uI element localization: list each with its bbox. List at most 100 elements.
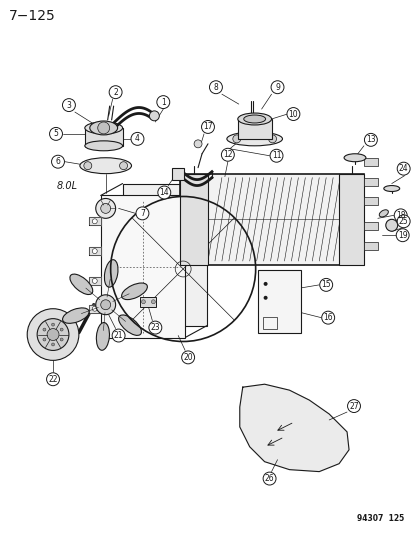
Circle shape [221, 148, 234, 161]
Circle shape [269, 149, 282, 162]
Circle shape [62, 99, 75, 111]
Ellipse shape [62, 308, 89, 324]
Circle shape [141, 300, 145, 304]
Ellipse shape [343, 154, 365, 161]
Circle shape [181, 351, 194, 364]
Circle shape [112, 329, 125, 342]
FancyBboxPatch shape [172, 168, 184, 180]
Text: 22: 22 [48, 375, 58, 384]
Text: 14: 14 [159, 188, 169, 197]
Circle shape [194, 140, 202, 148]
Circle shape [393, 209, 406, 222]
Circle shape [60, 338, 63, 341]
Text: 11: 11 [271, 151, 280, 160]
Circle shape [268, 135, 276, 143]
Polygon shape [88, 247, 100, 255]
Polygon shape [88, 277, 100, 285]
Text: 8.0L: 8.0L [57, 181, 78, 190]
Text: 13: 13 [365, 135, 375, 144]
Text: 3: 3 [66, 101, 71, 110]
FancyBboxPatch shape [257, 270, 301, 333]
Ellipse shape [85, 141, 122, 151]
Circle shape [27, 309, 78, 360]
Text: 18: 18 [395, 211, 404, 220]
Circle shape [201, 120, 214, 133]
Circle shape [149, 111, 159, 121]
Circle shape [131, 132, 144, 146]
Ellipse shape [90, 121, 117, 135]
Circle shape [43, 328, 46, 331]
Text: 7−125: 7−125 [9, 9, 56, 23]
FancyBboxPatch shape [180, 174, 207, 265]
Circle shape [157, 186, 170, 199]
Ellipse shape [80, 158, 131, 174]
Circle shape [43, 338, 46, 341]
Ellipse shape [85, 122, 122, 134]
Circle shape [52, 155, 64, 168]
Text: 6: 6 [55, 157, 60, 166]
Text: 26: 26 [264, 474, 274, 483]
Ellipse shape [383, 185, 399, 191]
Circle shape [95, 295, 115, 314]
Text: 21: 21 [114, 331, 123, 340]
Circle shape [395, 229, 408, 241]
Text: 27: 27 [348, 401, 358, 410]
Ellipse shape [118, 315, 141, 335]
Text: 9: 9 [274, 83, 279, 92]
Text: 20: 20 [183, 353, 192, 362]
FancyBboxPatch shape [363, 158, 377, 166]
Ellipse shape [378, 210, 387, 217]
Text: T: T [263, 278, 269, 287]
Text: 1: 1 [161, 98, 165, 107]
Ellipse shape [104, 260, 118, 287]
Circle shape [97, 122, 109, 134]
Circle shape [321, 311, 334, 324]
Circle shape [157, 95, 169, 109]
Text: 8: 8 [213, 83, 218, 92]
Circle shape [95, 198, 115, 219]
Circle shape [363, 133, 376, 147]
Text: 23: 23 [150, 323, 160, 332]
Circle shape [232, 135, 240, 143]
FancyBboxPatch shape [338, 174, 363, 265]
FancyBboxPatch shape [363, 222, 377, 230]
Circle shape [347, 400, 360, 413]
Circle shape [47, 373, 59, 386]
Circle shape [151, 300, 155, 304]
FancyBboxPatch shape [363, 242, 377, 250]
Circle shape [119, 161, 127, 169]
Circle shape [83, 161, 92, 169]
Circle shape [286, 108, 299, 120]
Polygon shape [88, 305, 100, 313]
Circle shape [263, 472, 275, 485]
Polygon shape [88, 217, 100, 225]
Text: 17: 17 [203, 123, 212, 132]
FancyBboxPatch shape [100, 196, 185, 337]
Circle shape [149, 321, 161, 334]
Circle shape [209, 81, 222, 94]
Circle shape [263, 282, 267, 286]
Circle shape [271, 81, 283, 94]
Circle shape [52, 343, 55, 346]
FancyBboxPatch shape [363, 177, 377, 185]
Circle shape [319, 278, 332, 292]
Circle shape [92, 219, 97, 224]
Circle shape [50, 127, 62, 140]
Polygon shape [239, 384, 348, 472]
FancyBboxPatch shape [180, 174, 363, 265]
Ellipse shape [96, 322, 109, 350]
Ellipse shape [121, 283, 147, 300]
Text: 2: 2 [113, 87, 118, 96]
FancyBboxPatch shape [363, 197, 377, 205]
Text: 7: 7 [140, 209, 145, 218]
Text: 25: 25 [398, 217, 408, 226]
Ellipse shape [237, 113, 271, 125]
Circle shape [92, 248, 97, 254]
Circle shape [109, 86, 122, 99]
Circle shape [52, 323, 55, 326]
Circle shape [135, 207, 149, 220]
Circle shape [100, 300, 110, 310]
Circle shape [60, 328, 63, 331]
Text: 10: 10 [288, 109, 297, 118]
Text: 12: 12 [223, 150, 232, 159]
